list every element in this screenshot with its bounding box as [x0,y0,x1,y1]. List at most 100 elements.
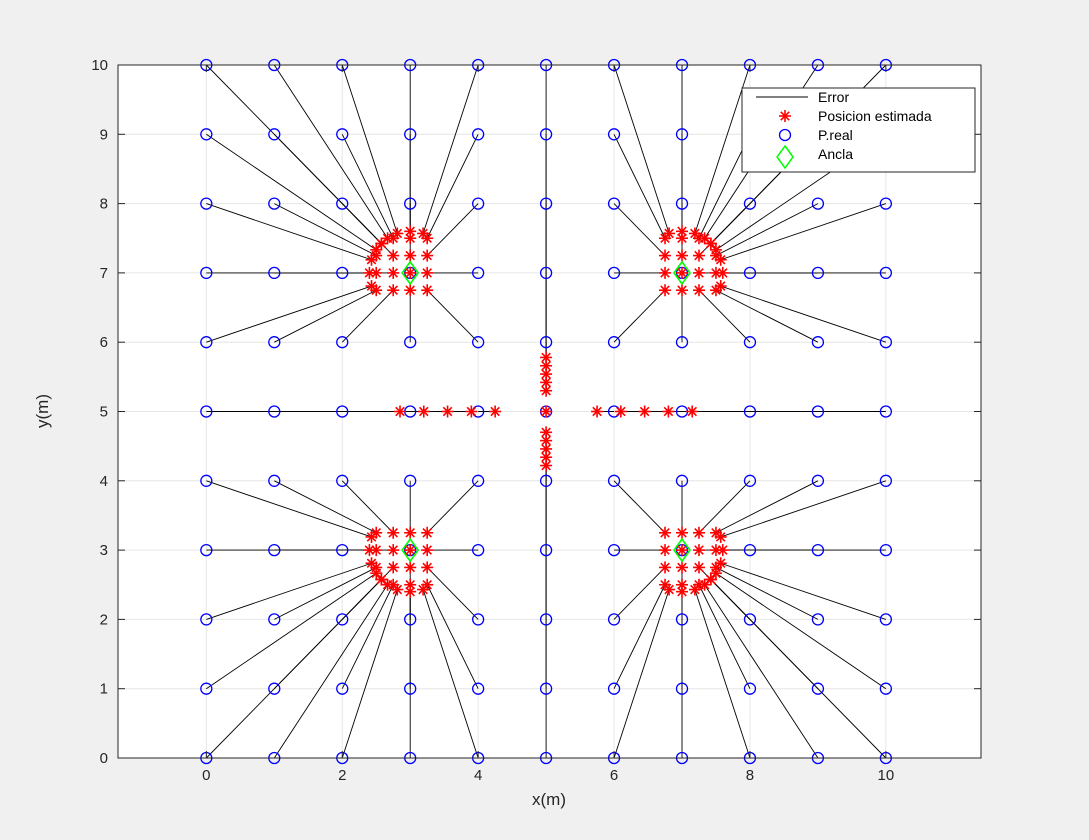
y-tick-label: 1 [100,681,108,698]
estimated-point [421,266,434,279]
real-point [539,682,553,695]
error-line [206,133,377,251]
legend-estimated-swatch [779,110,791,122]
real-point [811,266,825,280]
estimated-point [692,526,705,539]
estimated-point [540,351,553,364]
error-line [704,584,819,759]
real-point [607,474,621,487]
real-point [879,197,893,210]
asterisk-stroke [711,245,721,255]
asterisk-stroke [371,527,382,538]
estimated-point [676,266,689,279]
error-line [426,567,479,620]
asterisk-stroke [663,406,674,417]
asterisk-stroke [541,435,551,446]
asterisk-stroke [388,579,399,590]
asterisk-stroke [660,562,670,573]
error-line [273,584,388,759]
axis-ticks: 0 2 4 6 8 10 0 1 2 3 4 5 6 7 8 9 10 [91,57,981,784]
y-axis-label: y(m) [33,394,52,428]
asterisk-stroke [694,545,704,555]
error-line [206,480,372,538]
estimated-point [363,544,376,557]
real-point [200,543,213,557]
real-point [336,405,349,418]
error-line [206,203,372,261]
asterisk-stroke [677,250,687,261]
real-point [268,405,281,418]
error-line [206,572,377,690]
asterisk-stroke [677,285,687,296]
estimated-point [663,227,676,240]
real-point [268,266,281,280]
real-point [879,613,893,626]
asterisk-stroke [717,268,728,278]
real-point [200,474,213,487]
estimated-point [394,405,407,418]
real-point [268,543,281,557]
asterisk-stroke [364,268,375,278]
anchor-point [401,260,420,286]
real-point [336,543,349,557]
asterisk-stroke [677,562,687,573]
estimated-point [709,243,722,256]
real-point [200,128,213,141]
legend-label-error: Error [818,89,849,105]
real-point [675,197,689,210]
estimated-point [688,227,701,240]
real-point [743,613,757,626]
estimated-point [363,266,376,279]
real-point [200,613,213,626]
legend-label-anchor: Ancla [818,146,853,162]
estimated-point [659,284,672,297]
real-point [200,266,213,280]
asterisk-stroke [405,285,416,296]
error-line [274,203,377,256]
asterisk-stroke [780,111,790,121]
estimated-point [421,544,434,557]
error-line [422,589,479,759]
real-point [336,336,349,349]
real-point [743,266,757,280]
estimated-point [704,237,717,250]
asterisk-stroke [541,377,551,388]
asterisk-stroke [694,527,704,538]
error-line [613,584,666,689]
real-point [607,682,621,695]
asterisk-stroke [422,527,432,538]
y-tick-label: 7 [100,265,108,282]
estimated-point [465,405,478,418]
asterisk-stroke [371,545,382,555]
error-line [698,480,751,534]
error-line [426,134,479,239]
real-point [404,613,417,626]
real-point [675,682,689,695]
real-point [200,336,213,349]
asterisk-stroke [442,406,453,417]
estimated-point [404,526,417,539]
error-line [698,289,751,343]
error-line [613,134,666,239]
estimated-point [591,405,604,418]
real-point [539,197,553,210]
estimated-point [714,280,727,293]
real-point [675,613,689,626]
estimated-point [540,451,553,464]
estimated-point [676,284,689,297]
estimated-points [363,225,729,598]
estimated-point [375,573,388,586]
error-line [273,64,388,239]
real-point [404,474,417,487]
real-point [471,543,485,557]
real-point [471,336,485,349]
asterisk-stroke [405,586,416,597]
error-line [341,584,394,689]
estimated-point [692,266,705,279]
estimated-point [417,405,430,418]
estimated-point [421,561,434,574]
asterisk-stroke [541,460,551,471]
real-point [743,405,757,418]
estimated-point [387,578,400,591]
estimated-point [686,405,699,418]
